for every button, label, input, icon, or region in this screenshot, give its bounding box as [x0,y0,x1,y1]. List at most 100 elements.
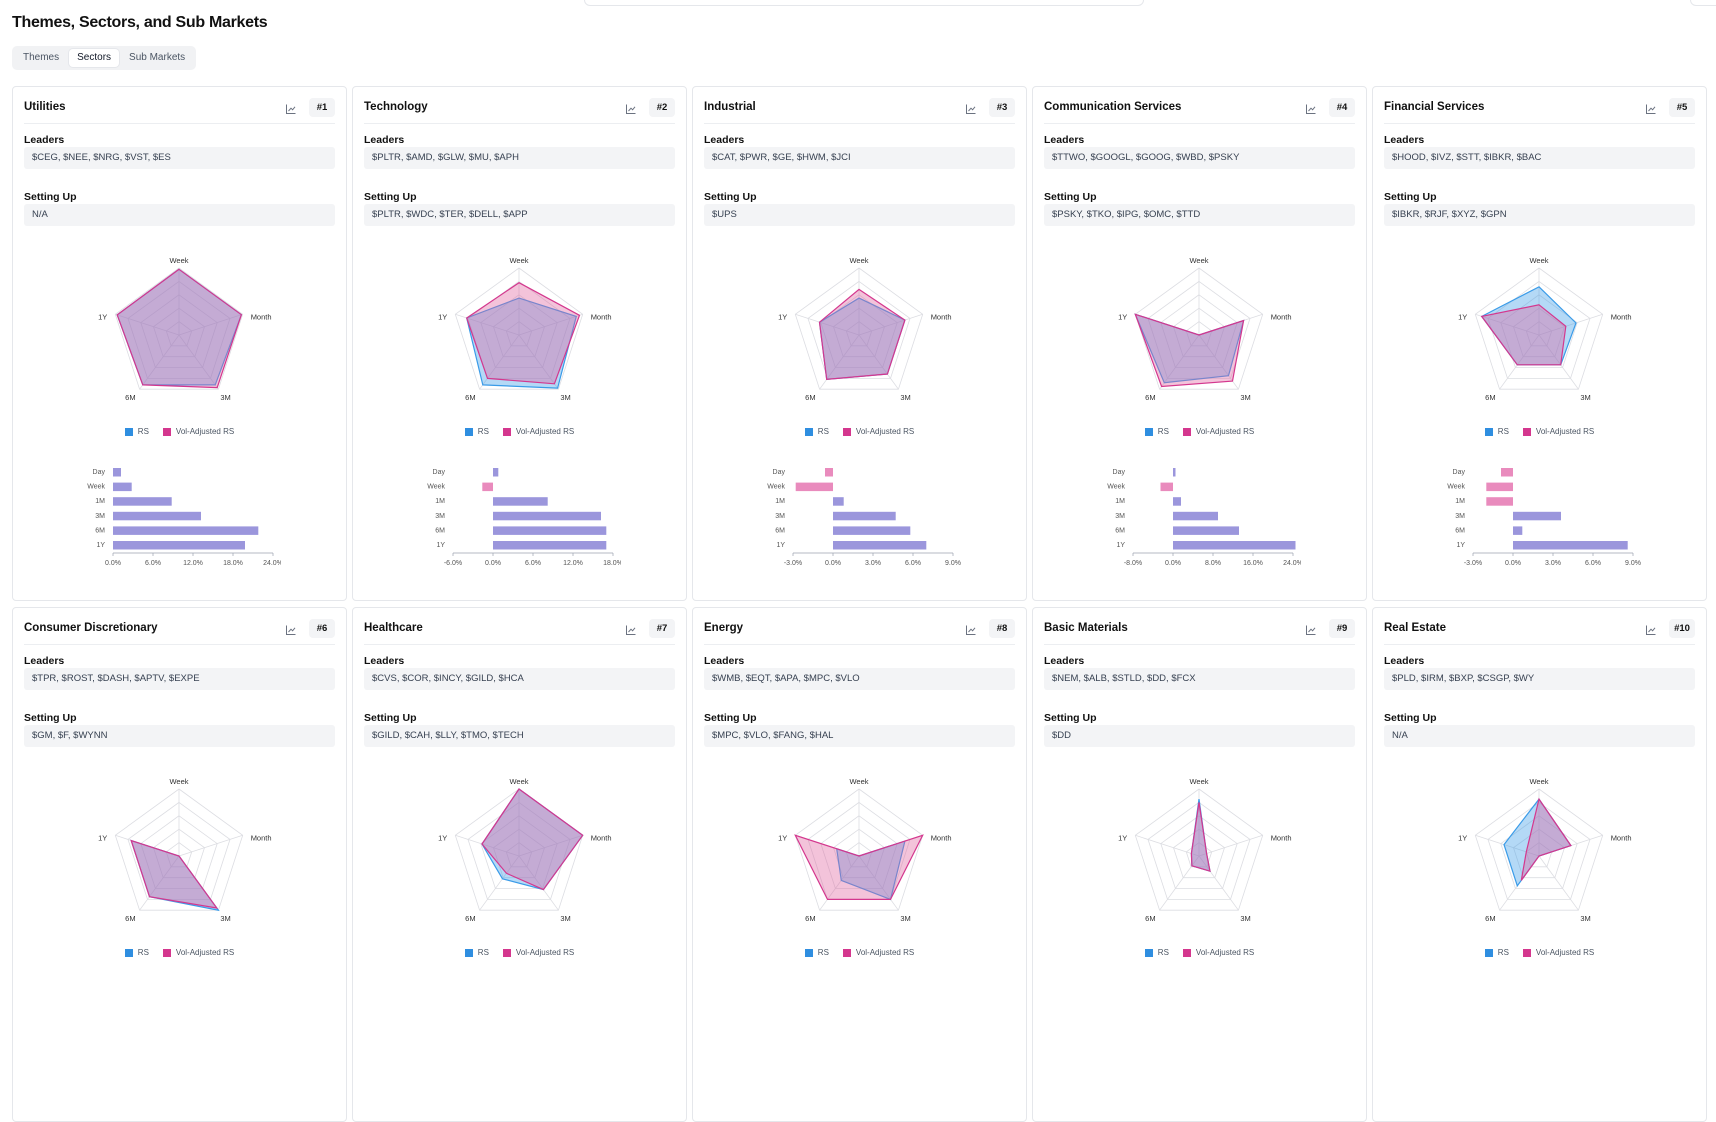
legend-rs[interactable]: RS [1144,427,1169,436]
line-chart-icon[interactable] [1645,102,1657,114]
rank-badge: #1 [309,98,335,117]
legend-rs[interactable]: RS [1484,427,1509,436]
line-chart-icon[interactable] [625,623,637,635]
line-chart-icon[interactable] [285,102,297,114]
legend-vol-adjusted-rs[interactable]: Vol-Adjusted RS [1522,948,1594,957]
sector-title: Utilities [24,101,66,113]
performance-bar-chart: -3.0% 0.0% 3.0% 6.0% 9.0% Day Week 1M 3M 6M 1Y [1447,468,1641,567]
legend-rs[interactable]: RS [464,427,489,436]
bar-category-label-3m: 3M [1115,513,1125,520]
line-chart-icon[interactable] [1305,623,1317,635]
sector-title: Healthcare [364,622,423,634]
legend-vol-adjusted-rs[interactable]: Vol-Adjusted RS [502,948,575,957]
bar-1y [1513,541,1628,550]
bar-category-label-day: Day [433,469,446,476]
legend-rs[interactable]: RS [124,427,149,436]
card-header: Healthcare #7 [364,616,675,645]
radar-series-vol-adjusted-rs [1134,313,1245,388]
sector-card-utilities: Utilities #1 Leaders $CEG, $NEE, $NRG, $VST… [12,86,347,601]
performance-bar-chart: 0.0% 6.0% 12.0% 18.0% 24.0% Day Week 1M 3M 6M 1Y [87,468,281,567]
performance-bar-chart: -3.0% 0.0% 3.0% 6.0% 9.0% Day Week 1M 3M 6M 1Y [767,468,961,567]
legend-vol-adjusted-rs[interactable]: Vol-Adjusted RS [842,948,915,957]
legend-rs[interactable]: RS [1484,948,1509,957]
radar-spoke [858,855,899,911]
chart-legend: RS Vol-Adjusted RS [693,948,1026,957]
legend-vol-adjusted-rs[interactable]: Vol-Adjusted RS [842,427,914,436]
leaders-label: Leaders [704,655,745,667]
bar-6m [113,526,259,535]
legend-vol-adjusted-rs[interactable]: Vol-Adjusted RS [502,427,575,436]
line-chart-icon[interactable] [625,102,637,114]
legend-swatch-vol-adjusted-rs [1522,948,1531,957]
radar-axis-label-1y: 1Y [98,312,107,321]
radar-grid-ring [1185,321,1213,347]
sector-card-financial-services: Financial Services #5 Leaders $HOOD, $IVZ, … [1372,86,1707,601]
bar-category-label-1m: 1M [1115,498,1125,505]
legend-vol-adjusted-rs[interactable]: Vol-Adjusted RS [1182,427,1254,436]
radar-axis-label-week: Week [509,257,528,265]
legend-swatch-vol-adjusted-rs [1182,427,1191,436]
radar-grid-ring [140,815,218,889]
leaders-tickers: $WMB, $EQT, $APA, $MPC, $VLO [704,668,1015,690]
legend-label-vol-adjusted-rs: Vol-Adjusted RS [515,948,575,957]
radar-axis-label-week: Week [169,257,188,265]
radar-chart: Week Month 3M 6M 1Y [778,257,951,402]
radar-grid-ring [127,280,231,379]
bar-axis-tick-label: -8.0% [1124,560,1142,567]
line-chart-icon[interactable] [1305,102,1317,114]
legend-vol-adjusted-rs[interactable]: Vol-Adjusted RS [1182,948,1254,957]
bar-category-label-3m: 3M [1455,513,1465,520]
radar-spoke [819,855,860,911]
legend-rs[interactable]: RS [124,948,149,957]
legend-label-rs: RS [817,427,829,436]
chart-legend: RS Vol-Adjusted RS [353,948,686,957]
sector-title: Technology [364,101,428,113]
rank-badge: #5 [1669,98,1695,117]
line-chart-icon[interactable] [1645,623,1657,635]
leaders-label: Leaders [24,655,65,667]
radar-axis-label-month: Month [1611,833,1632,842]
radar-spoke [518,834,583,857]
tab-sub-markets[interactable]: Sub Markets [129,52,186,63]
setting-up-tickers: N/A [1384,725,1695,747]
tab-sectors[interactable]: Sectors [69,49,120,67]
legend-vol-adjusted-rs[interactable]: Vol-Adjusted RS [162,427,234,436]
legend-rs[interactable]: RS [804,948,829,957]
legend-label-vol-adjusted-rs: Vol-Adjusted RS [175,948,235,957]
line-chart-icon[interactable] [965,102,977,114]
legend-swatch-rs [804,427,813,436]
radar-series-vol-adjusted-rs [818,288,906,381]
bar-category-label-6m: 6M [435,527,445,534]
bar-axis-tick-label: 6.0% [1585,560,1601,567]
bar-1y [1173,541,1296,550]
legend-label-vol-adjusted-rs: Vol-Adjusted RS [515,427,575,436]
radar-axis-label-week: Week [1529,257,1548,265]
radar-axis-label-1y: 1Y [1118,833,1127,842]
radar-grid-ring [1173,307,1225,358]
legend-rs[interactable]: RS [1144,948,1169,957]
line-chart-icon[interactable] [965,623,977,635]
radar-grid-ring [794,267,924,390]
radar-axis-label-month: Month [1271,833,1292,842]
sector-card-consumer-discretionary: Consumer Discretionary #6 Leaders $TPR, $RO… [12,607,347,1122]
bar-axis-tick-label: 6.0% [525,560,541,567]
bar-axis-tick-label: 18.0% [603,560,621,567]
bar-category-label-3m: 3M [775,513,785,520]
radar-axis-label-6m: 6M [1485,393,1495,402]
tab-themes[interactable]: Themes [23,52,60,63]
radar-axis-label-week: Week [1529,778,1548,786]
setting-up-tickers: $DD [1044,725,1355,747]
bar-week [113,482,132,492]
legend-vol-adjusted-rs[interactable]: Vol-Adjusted RS [1522,427,1594,436]
radar-spoke [178,834,243,857]
radar-grid-ring [454,267,584,390]
bar-day [1173,468,1176,477]
legend-label-vol-adjusted-rs: Vol-Adjusted RS [855,948,915,957]
legend-vol-adjusted-rs[interactable]: Vol-Adjusted RS [162,948,235,957]
line-chart-icon[interactable] [285,623,297,635]
legend-rs[interactable]: RS [804,427,829,436]
leaders-tickers: $NEM, $ALB, $STLD, $DD, $FCX [1044,668,1355,690]
legend-rs[interactable]: RS [464,948,489,957]
bar-3m [1173,511,1218,521]
radar-axis-label-month: Month [931,833,952,842]
